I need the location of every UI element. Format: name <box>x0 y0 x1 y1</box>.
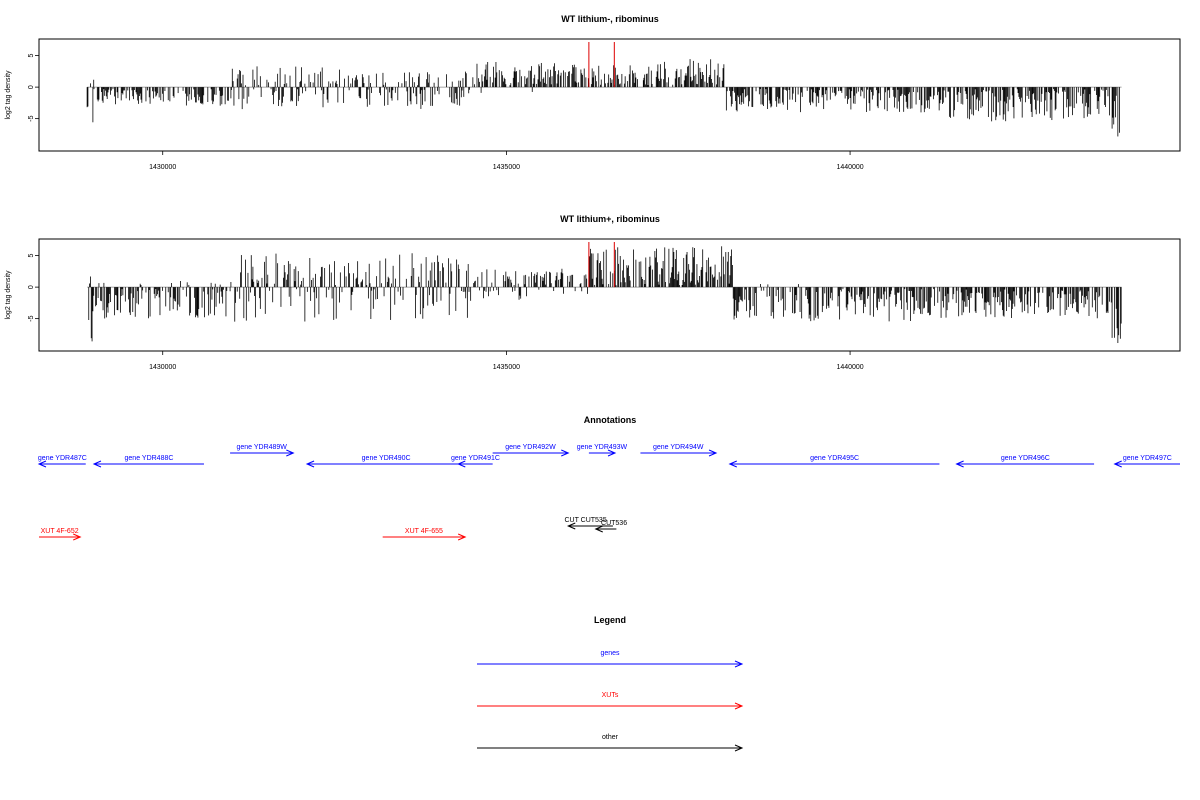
y-axis-label: log2 tag density <box>5 70 12 120</box>
annotations-title: Annotations <box>584 415 637 425</box>
gene-arrowhead <box>305 460 315 468</box>
y-tick-label: -5 <box>28 115 35 121</box>
x-axis: 1430000 1435000 1440000 <box>149 151 864 171</box>
density-bars <box>86 59 1120 137</box>
gene-label: gene YDR494W <box>653 444 704 451</box>
density-bars <box>88 246 1122 344</box>
legend-label-XUTs: XUTs <box>602 692 619 699</box>
panel-title: WT lithium-, ribominus <box>561 14 659 24</box>
genes-layer: gene YDR487C gene YDR488C gene YDR489W gene… <box>37 444 1180 468</box>
gene-label: gene YDR490C <box>362 455 411 462</box>
legend-items: genes XUTs other <box>477 650 744 752</box>
legend-arrowhead <box>734 744 744 752</box>
gene-arrowhead <box>92 460 102 468</box>
y-axis-label: log2 tag density <box>5 270 12 320</box>
y-axis: -5 0 5 <box>28 254 39 322</box>
plot-frame <box>38 38 1181 152</box>
gene-arrowhead <box>607 449 617 457</box>
y-axis: -5 0 5 <box>28 54 39 122</box>
annotations-track: Annotations gene YDR487C gene YDR488Cgene… <box>37 415 1180 541</box>
cut-arrowhead <box>594 525 603 533</box>
legend: Legend genes XUTs other <box>477 615 744 752</box>
gene-arrowhead <box>561 449 570 457</box>
y-tick-label: 5 <box>28 254 35 258</box>
xuts-layer: XUT 4F-652 XUT 4F-655 <box>39 528 467 541</box>
xut-arrowhead <box>457 533 467 541</box>
gene-label: gene YDR497C <box>1123 455 1172 462</box>
xut-label: XUT 4F-655 <box>405 528 443 535</box>
gene-label: gene YDR492W <box>505 444 556 451</box>
gene-arrowhead <box>728 460 737 468</box>
gene-arrowhead <box>286 449 295 457</box>
cut-arrowhead <box>566 522 576 530</box>
track-panel-lithium-plus: WT lithium+, ribominus -5 0 5 1430000 14350… <box>5 214 1181 371</box>
xut-label: XUT 4F-652 <box>41 528 79 535</box>
y-tick-label: 5 <box>28 54 35 58</box>
gene-arrowhead <box>37 460 47 468</box>
gene-arrowhead <box>708 449 718 457</box>
x-axis: 1430000 1435000 1440000 <box>149 351 864 371</box>
track-panel-lithium-minus: WT lithium-, ribominus -5 0 5 1430000 14350… <box>5 14 1181 171</box>
gene-label: gene YDR493W <box>577 444 628 451</box>
legend-arrowhead <box>734 660 744 668</box>
x-tick-label: 1430000 <box>149 364 176 371</box>
legend-label-other: other <box>602 734 619 741</box>
plot-frame <box>38 238 1181 352</box>
x-tick-label: 1440000 <box>836 164 863 171</box>
y-tick-label: -5 <box>28 315 35 321</box>
x-tick-label: 1435000 <box>493 164 520 171</box>
legend-label-genes: genes <box>600 650 620 657</box>
x-tick-label: 1430000 <box>149 164 176 171</box>
gene-label: gene YDR489W <box>236 444 287 451</box>
panel-title: WT lithium+, ribominus <box>560 214 660 224</box>
y-tick-label: 0 <box>28 85 35 89</box>
xut-arrowhead <box>73 533 82 541</box>
gene-label: gene YDR491C <box>451 455 500 462</box>
cut-label: CUT536 <box>601 520 627 527</box>
gene-label: gene YDR488C <box>125 455 174 462</box>
legend-arrowhead <box>734 702 744 710</box>
cut-label: CUT CUT535 <box>564 517 606 524</box>
x-tick-label: 1435000 <box>493 364 520 371</box>
gene-label: gene YDR496C <box>1001 455 1050 462</box>
highlight-lines <box>588 42 615 88</box>
gene-label: gene YDR495C <box>810 455 859 462</box>
highlight-lines <box>588 242 615 288</box>
legend-title: Legend <box>594 615 626 625</box>
gene-label: gene YDR487C <box>38 455 87 462</box>
x-tick-label: 1440000 <box>836 364 863 371</box>
gene-arrowhead <box>457 460 466 468</box>
y-tick-label: 0 <box>28 285 35 289</box>
gene-arrowhead <box>955 460 964 468</box>
gene-arrowhead <box>1113 460 1122 468</box>
